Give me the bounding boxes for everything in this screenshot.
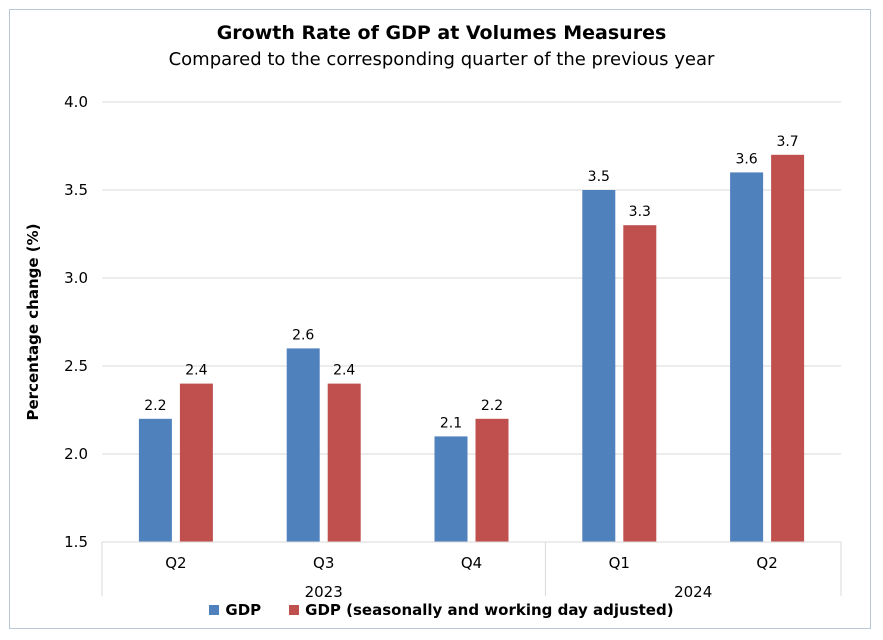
x-tick-label: Q1 [609, 554, 630, 572]
x-group-label: 2024 [674, 583, 712, 601]
legend-swatch [289, 605, 300, 615]
bar [623, 225, 657, 542]
x-tick-label: Q4 [461, 554, 482, 572]
y-tick-label: 2.0 [64, 445, 88, 463]
x-tick-label: Q2 [165, 554, 186, 572]
legend-label: GDP (seasonally and working day adjusted… [305, 601, 674, 619]
bar [179, 383, 213, 542]
bar [771, 154, 805, 543]
y-axis-title: Percentage change (%) [24, 224, 42, 421]
bar [434, 436, 468, 542]
y-tick-label: 2.5 [64, 357, 88, 375]
y-tick-label: 3.5 [64, 181, 88, 199]
y-tick-label: 1.5 [64, 533, 88, 551]
bar [582, 190, 616, 542]
data-label: 3.7 [776, 134, 798, 150]
bar [138, 418, 172, 542]
bar [286, 348, 320, 542]
legend-label: GDP [225, 601, 262, 619]
legend-item: GDP (seasonally and working day adjusted… [289, 601, 674, 619]
data-label: 3.6 [735, 151, 757, 167]
y-tick-label: 4.0 [64, 93, 88, 111]
data-label: 2.6 [292, 327, 314, 343]
chart-legend: GDP GDP (seasonally and working day adjus… [0, 601, 883, 619]
data-label: 3.3 [629, 204, 651, 220]
x-tick-label: Q3 [313, 554, 334, 572]
data-label: 2.4 [185, 363, 207, 379]
legend-swatch [209, 605, 220, 615]
bar [475, 418, 509, 542]
data-label: 2.4 [333, 363, 355, 379]
data-label: 2.1 [440, 415, 462, 431]
bar [730, 172, 764, 542]
x-tick-label: Q2 [756, 554, 777, 572]
x-group-label: 2023 [305, 583, 343, 601]
data-label: 3.5 [588, 169, 610, 185]
y-tick-label: 3.0 [64, 269, 88, 287]
chart-title: Growth Rate of GDP at Volumes Measures [216, 22, 667, 44]
bar [327, 383, 361, 542]
data-label: 2.2 [481, 398, 503, 414]
data-label: 2.2 [144, 398, 166, 414]
chart-subtitle: Compared to the corresponding quarter of… [168, 49, 715, 70]
legend-item: GDP [209, 601, 261, 619]
